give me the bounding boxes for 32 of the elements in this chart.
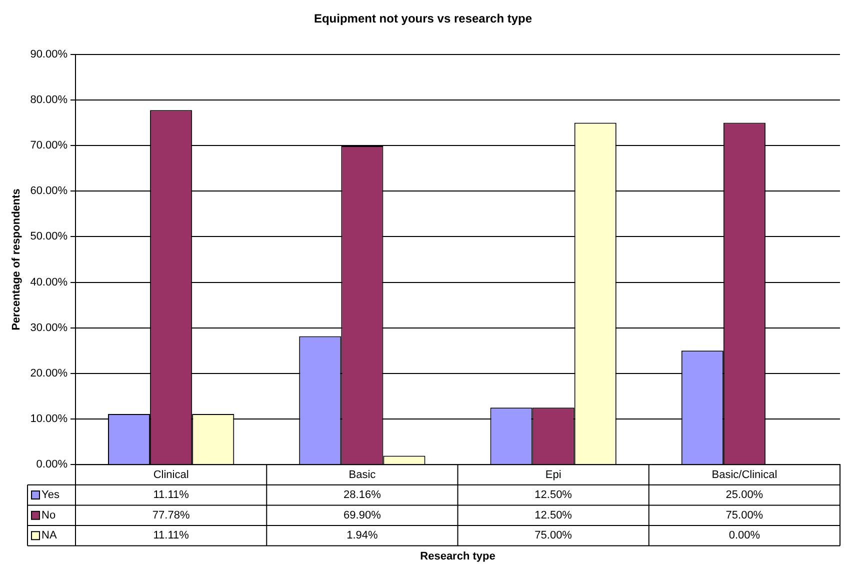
data-label: 75.00% bbox=[726, 509, 764, 522]
x-tick-label: Basic bbox=[348, 468, 376, 481]
y-tick-label: 60.00% bbox=[30, 185, 68, 198]
y-tick-label: 10.00% bbox=[30, 413, 68, 426]
y-tick-label: 0.00% bbox=[36, 458, 68, 471]
data-label: 11.11% bbox=[153, 530, 190, 542]
y-tick-label: 20.00% bbox=[30, 367, 68, 380]
data-label: 11.11% bbox=[153, 489, 190, 502]
chart-title: Equipment not yours vs research type bbox=[314, 12, 532, 26]
text: Research type bbox=[420, 550, 496, 562]
data-label: 77.78% bbox=[152, 509, 190, 522]
y-tick-label: 90.00% bbox=[30, 48, 68, 60]
data-label: 69.90% bbox=[344, 509, 382, 522]
legend-label: Yes bbox=[42, 489, 60, 502]
x-tick-label: Clinical bbox=[153, 468, 189, 481]
y-axis-title: Percentage of respondents bbox=[10, 188, 23, 330]
data-label: 12.50% bbox=[534, 509, 572, 522]
data-label: 1.94% bbox=[346, 530, 378, 542]
data-label: 28.16% bbox=[344, 489, 382, 502]
legend-label: NA bbox=[42, 530, 58, 542]
data-label: 75.00% bbox=[534, 530, 572, 542]
y-tick-label: 70.00% bbox=[30, 140, 68, 152]
y-tick-label: 50.00% bbox=[30, 230, 68, 243]
x-tick-label: Epi bbox=[545, 468, 562, 481]
data-label: 0.00% bbox=[728, 530, 760, 542]
data-label: 25.00% bbox=[726, 489, 764, 502]
x-tick-label: Basic/Clinical bbox=[712, 468, 778, 481]
legend-label: No bbox=[42, 509, 56, 522]
y-tick-label: 80.00% bbox=[30, 94, 68, 106]
y-tick-label: 40.00% bbox=[30, 276, 68, 288]
y-tick-label: 30.00% bbox=[30, 322, 68, 334]
data-label: 12.50% bbox=[534, 489, 572, 502]
